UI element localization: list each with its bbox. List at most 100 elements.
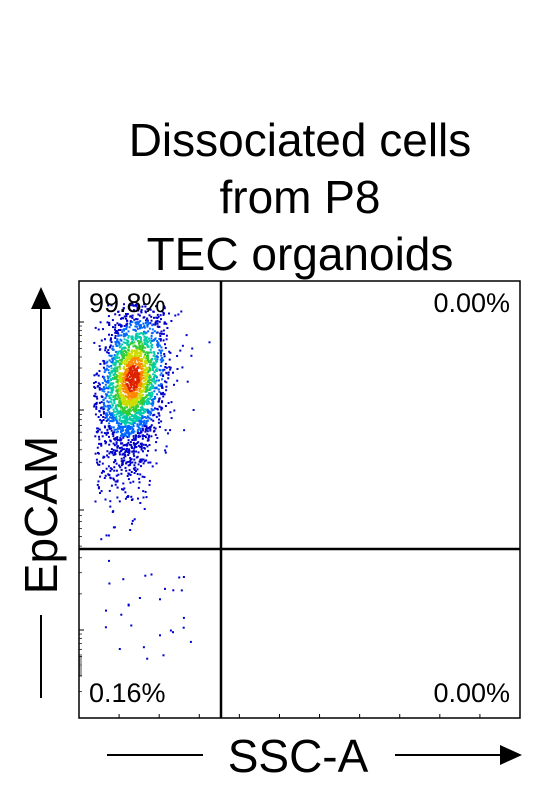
data-point [149, 386, 152, 389]
data-point [164, 380, 166, 383]
data-point [165, 338, 168, 341]
data-point [114, 395, 117, 398]
data-point [122, 407, 125, 410]
data-point [139, 473, 142, 476]
data-point [160, 330, 163, 333]
data-point [152, 402, 155, 405]
data-point [128, 367, 131, 370]
data-point [93, 382, 96, 384]
data-point [141, 367, 144, 370]
data-point [156, 340, 158, 343]
data-point [146, 403, 149, 405]
data-point [157, 315, 160, 318]
data-point [158, 425, 161, 428]
data-point [125, 383, 128, 386]
data-point [131, 372, 134, 375]
data-point [97, 486, 100, 489]
data-point [114, 337, 117, 339]
data-point [120, 350, 122, 352]
data-point [146, 357, 149, 360]
data-point [107, 377, 110, 380]
data-point [112, 374, 115, 376]
data-point [132, 387, 135, 390]
data-point [157, 421, 160, 424]
data-point [114, 386, 117, 389]
data-point [140, 396, 143, 399]
data-point [110, 394, 113, 397]
data-point [127, 330, 130, 333]
data-point [164, 405, 167, 407]
data-point [145, 421, 148, 424]
data-point [124, 491, 127, 494]
data-point [138, 420, 141, 423]
data-point [118, 397, 121, 400]
data-point [138, 314, 141, 317]
data-point [154, 380, 157, 383]
data-point [99, 492, 101, 494]
data-point [140, 309, 143, 311]
data-point [116, 339, 119, 342]
data-point [111, 452, 114, 455]
data-point [112, 367, 115, 370]
data-point [143, 361, 146, 364]
data-point [138, 354, 141, 357]
data-point [162, 654, 165, 657]
data-point [116, 354, 119, 357]
data-point [124, 497, 127, 500]
data-point [146, 367, 149, 370]
data-point [108, 559, 110, 562]
data-point [133, 376, 136, 379]
data-point [129, 353, 132, 355]
data-point [109, 345, 112, 348]
quadrant-label-upper-left: 99.8% [89, 288, 166, 318]
data-point [108, 474, 111, 476]
data-point [120, 414, 123, 417]
data-point [160, 361, 163, 364]
data-point [118, 500, 121, 503]
data-point [119, 411, 122, 414]
data-point [112, 419, 115, 422]
data-point [143, 370, 146, 372]
data-point [117, 405, 120, 408]
data-point [110, 420, 113, 423]
data-point [145, 331, 148, 334]
data-point [134, 437, 137, 439]
data-point [112, 345, 115, 348]
data-point [129, 320, 132, 323]
data-point [135, 382, 138, 385]
data-point [132, 363, 135, 366]
data-point [114, 364, 117, 367]
data-point [149, 397, 152, 400]
data-point [136, 334, 139, 337]
data-point [147, 376, 150, 379]
data-point [133, 415, 135, 417]
data-point [153, 380, 156, 383]
data-point [140, 412, 143, 414]
data-point [127, 441, 130, 444]
data-point [122, 436, 125, 439]
data-point [100, 471, 103, 474]
data-point [116, 338, 119, 341]
data-point [123, 487, 126, 490]
data-point [159, 385, 162, 387]
data-point [120, 430, 123, 433]
data-point [118, 372, 121, 375]
data-point [132, 467, 135, 470]
data-point [132, 369, 134, 372]
data-point [141, 403, 144, 406]
data-point [133, 382, 136, 385]
data-point [119, 386, 121, 389]
data-point [132, 383, 135, 386]
data-point [128, 450, 131, 453]
data-point [125, 333, 128, 336]
data-point [132, 408, 134, 411]
data-point [156, 317, 159, 319]
data-point [115, 417, 118, 420]
data-point [135, 333, 138, 336]
data-point [146, 372, 149, 375]
data-point [155, 376, 158, 379]
data-point [153, 316, 155, 319]
data-point [134, 373, 137, 376]
data-point [155, 359, 157, 362]
data-point [163, 355, 166, 358]
